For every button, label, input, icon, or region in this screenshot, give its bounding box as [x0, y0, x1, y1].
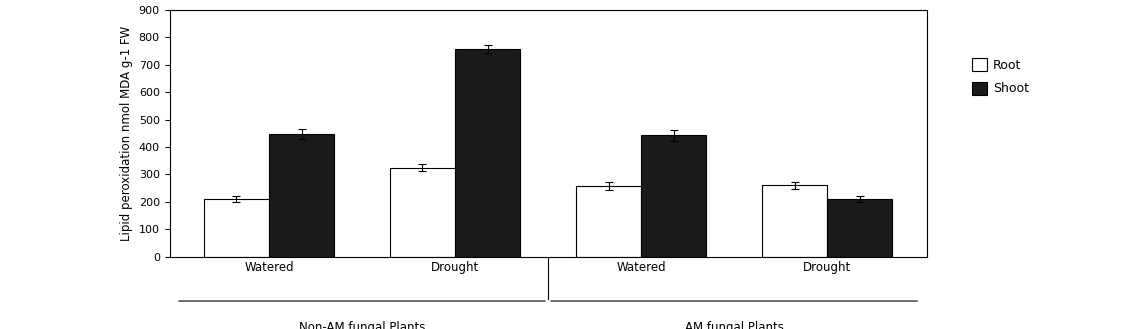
Bar	[269, 134, 334, 257]
Text: Non-AM fungal Plants: Non-AM fungal Plants	[298, 321, 425, 329]
Bar	[390, 167, 455, 257]
Bar	[641, 136, 706, 257]
Bar	[827, 199, 893, 257]
Bar	[203, 199, 269, 257]
Legend: Root, Shoot: Root, Shoot	[966, 53, 1034, 100]
Y-axis label: Lipid peroxidation nmol MDA g-1 FW: Lipid peroxidation nmol MDA g-1 FW	[120, 26, 133, 241]
Bar	[576, 186, 641, 257]
Bar	[762, 185, 827, 257]
Text: AM fungal Plants: AM fungal Plants	[685, 321, 783, 329]
Bar	[455, 49, 520, 257]
